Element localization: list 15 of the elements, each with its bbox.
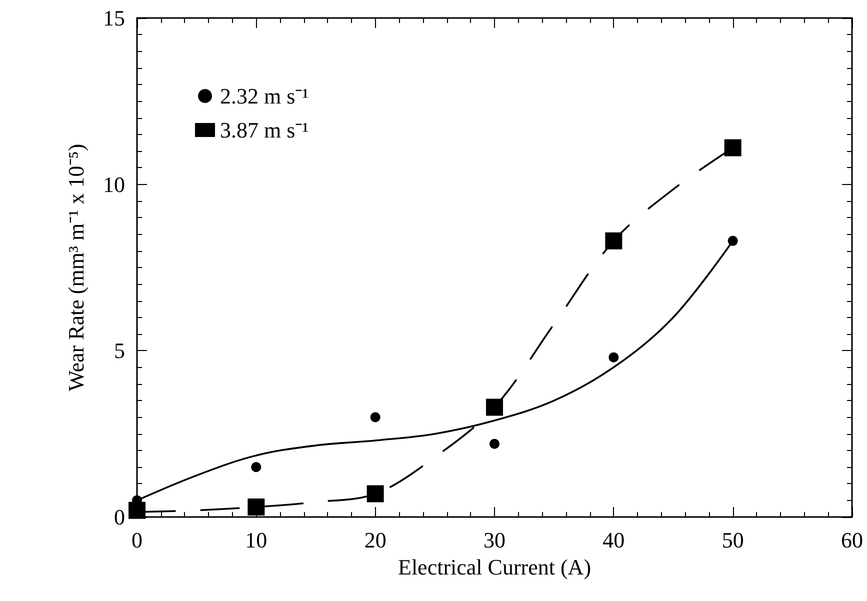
x-tick-label: 60 [841, 528, 863, 552]
y-tick-label: 15 [103, 6, 125, 30]
legend-label: 2.32 m s⁻¹ [220, 84, 309, 108]
x-tick-label: 40 [602, 528, 625, 552]
x-tick-label: 50 [722, 528, 744, 552]
y-tick-label: 0 [114, 504, 125, 530]
x-axis-title: Electrical Current (A) [398, 554, 592, 580]
y-tick-label: 10 [103, 172, 125, 197]
legend-label: 3.87 m s⁻¹ [220, 118, 309, 142]
y-tick-label: 5 [114, 338, 125, 364]
x-tick-label: 20 [364, 528, 386, 552]
x-tick-label: 30 [484, 528, 506, 552]
x-tick-label: 0 [132, 528, 142, 552]
x-tick-label: 10 [245, 528, 268, 552]
y-axis-title: Wear Rate (mm³ m⁻¹ x 10⁻⁵) [64, 144, 88, 392]
